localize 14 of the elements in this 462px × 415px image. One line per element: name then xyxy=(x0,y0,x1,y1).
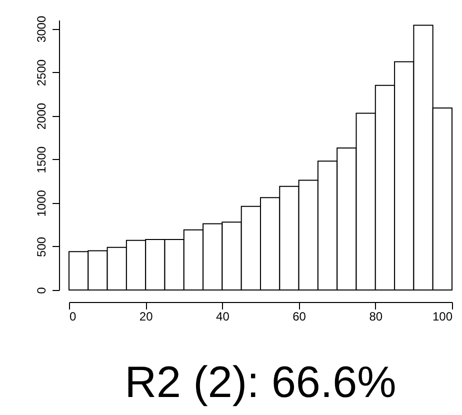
x-tick-label: 60 xyxy=(292,310,306,324)
y-tick-label: 3000 xyxy=(34,16,48,43)
x-tick-label: 0 xyxy=(70,310,76,324)
x-tick-label: 100 xyxy=(432,310,453,324)
y-tick-label: 1500 xyxy=(34,146,48,174)
y-tick-label: 2500 xyxy=(34,59,48,86)
y-tick-label: 500 xyxy=(34,236,48,257)
y-tick-label: 2000 xyxy=(34,102,48,130)
x-tick-label: 40 xyxy=(216,310,230,324)
y-tick-label: 1000 xyxy=(34,190,48,217)
x-tick-label: 20 xyxy=(139,310,154,324)
text: R2 (2): 66.6% xyxy=(124,358,396,407)
y-tick-label: 0 xyxy=(34,286,48,294)
x-tick-label: 80 xyxy=(369,310,383,324)
